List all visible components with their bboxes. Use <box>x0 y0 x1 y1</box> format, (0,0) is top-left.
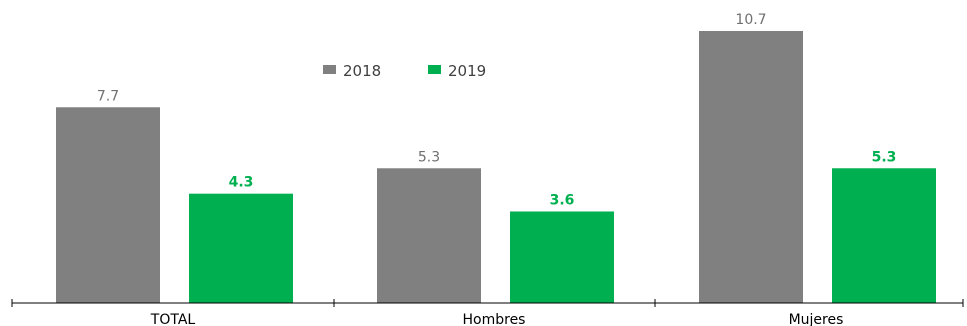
bar-2019-mujeres <box>832 168 936 303</box>
data-labels: 7.7 5.3 10.7 4.3 3.6 5.3 <box>97 12 897 208</box>
bar-2019-total <box>189 193 293 303</box>
x-tick-label-total: TOTAL <box>150 312 196 326</box>
bars <box>56 31 936 303</box>
bar-2018-mujeres <box>699 31 803 303</box>
legend-swatch-2018 <box>323 65 336 74</box>
data-label-2019-mujeres: 5.3 <box>872 149 897 165</box>
bar-2018-total <box>56 107 160 303</box>
data-label-2018-total: 7.7 <box>97 88 119 104</box>
legend-label-2018: 2018 <box>343 62 381 80</box>
legend-swatch-2019 <box>428 65 441 74</box>
x-tick-label-hombres: Hombres <box>463 312 526 326</box>
data-label-2019-hombres: 3.6 <box>550 192 575 208</box>
legend: 2018 2019 <box>323 62 486 80</box>
data-label-2019-total: 4.3 <box>229 175 254 191</box>
x-axis: TOTAL Hombres Mujeres <box>11 299 964 326</box>
bar-2018-hombres <box>377 168 481 303</box>
x-tick-label-mujeres: Mujeres <box>789 312 844 326</box>
legend-label-2019: 2019 <box>448 62 486 80</box>
data-label-2018-hombres: 5.3 <box>418 149 440 165</box>
bar-2019-hombres <box>510 211 614 303</box>
data-label-2018-mujeres: 10.7 <box>735 12 766 28</box>
